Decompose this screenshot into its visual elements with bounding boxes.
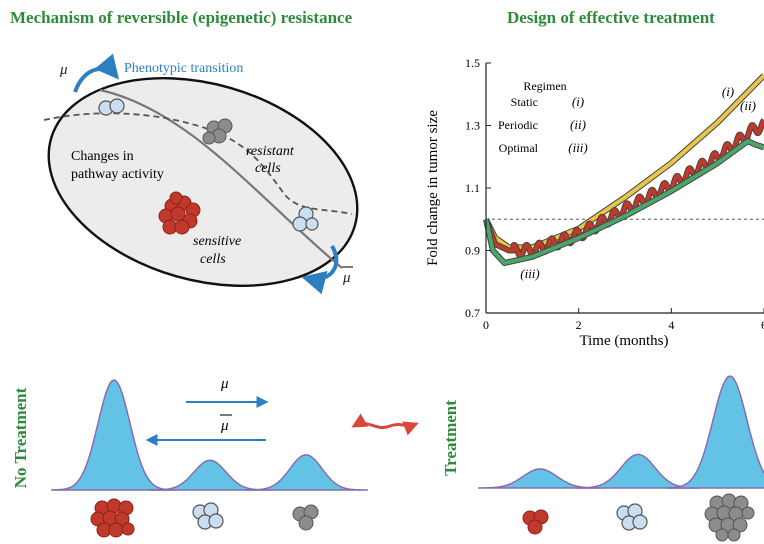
- legend-name-static: Static: [511, 95, 538, 109]
- transitional-cells-bottom-icon: [292, 206, 319, 232]
- treated-resistant-distribution: [667, 375, 764, 489]
- curve-tag-2: (iii): [520, 266, 540, 281]
- pathway-activity-label-line1: Changes in: [71, 149, 134, 164]
- population-distributions: No Treatment Treatment μ μ: [11, 375, 764, 542]
- sensitive-cluster-icon-treated: [522, 509, 549, 535]
- untreated-sensitive-distribution: [51, 379, 177, 491]
- x-tick-label: 2: [576, 318, 582, 332]
- resistant-cluster-icon-treated: [704, 493, 755, 542]
- sensitive-cluster-icon-untreated: [90, 498, 135, 538]
- mechanism-title: Mechanism of reversible (epigenetic) res…: [10, 8, 353, 27]
- untreated-resistant-distribution: [244, 454, 368, 491]
- mu-bar-symbol: μ: [342, 270, 351, 286]
- phenotypic-transition-arrow: [73, 53, 120, 93]
- no-treatment-label: No Treatment: [11, 387, 30, 488]
- treatment-switch-arrow: [351, 413, 419, 436]
- untreated-transitional-distribution: [148, 459, 272, 491]
- x-tick-label: 6: [761, 318, 764, 332]
- y-tick-label: 1.1: [465, 181, 480, 195]
- transitional-cluster-icon-untreated: [192, 502, 224, 530]
- mu-symbol: μ: [59, 62, 68, 78]
- legend-tag-periodic: (ii): [570, 117, 586, 132]
- resistant-cells-label-line1: resistant: [246, 144, 295, 159]
- tumor-size-chart: (i) (ii) (iii) 0.7 0.9 1.1 1.3 1.5 0 2 4 6 Time (m…: [425, 56, 764, 349]
- curve-tag-0: (i): [722, 84, 734, 99]
- forward-mu-label: μ: [220, 376, 229, 392]
- treated-transitional-distribution: [575, 453, 701, 489]
- treatment-design-title: Design of effective treatment: [507, 8, 715, 27]
- x-tick-label: 0: [483, 318, 489, 332]
- resistant-cluster-icon-untreated: [292, 504, 319, 531]
- legend-tag-static: (i): [572, 94, 584, 109]
- y-tick-label: 1.3: [465, 119, 480, 133]
- x-tick-label: 4: [668, 318, 674, 332]
- x-axis-label: Time (months): [579, 333, 668, 349]
- resistant-cells-icon: [202, 118, 233, 145]
- treatment-label: Treatment: [441, 400, 460, 476]
- reverse-transition-arrow: [301, 244, 339, 295]
- curve-tag-1: (ii): [740, 98, 756, 113]
- mechanism-diagram: μ Phenotypic transition μ Changes in pat…: [43, 53, 359, 295]
- y-tick-label: 0.7: [465, 306, 480, 320]
- pathway-activity-label-line2: pathway activity: [71, 167, 164, 182]
- treated-sensitive-distribution: [478, 468, 602, 489]
- resistant-cells-label-line2: cells: [255, 161, 281, 176]
- phenotypic-transition-label: Phenotypic transition: [124, 61, 243, 76]
- legend: Static (i) Periodic (ii) Optimal (iii): [498, 94, 588, 155]
- transitional-cells-top-icon: [98, 98, 125, 116]
- phenotype-state-ellipse: [47, 77, 359, 287]
- y-axis-label: Fold change in tumor size: [425, 110, 441, 266]
- reverse-mu-bar-label: μ: [220, 418, 229, 434]
- phenotype-boundary-line: [99, 88, 343, 269]
- legend-name-periodic: Periodic: [498, 118, 538, 132]
- legend-title: Regimen: [523, 79, 566, 93]
- legend-tag-optimal: (iii): [568, 140, 588, 155]
- transitional-cluster-icon-treated: [616, 503, 648, 531]
- sensitive-cells-icon: [158, 191, 201, 235]
- y-tick-label: 0.9: [465, 244, 480, 258]
- sensitive-cells-label-line2: cells: [200, 252, 226, 267]
- y-tick-label: 1.5: [465, 56, 480, 70]
- series-line-optimal: [484, 139, 764, 265]
- legend-name-optimal: Optimal: [499, 141, 539, 155]
- sensitive-cells-label-line1: sensitive: [193, 234, 241, 249]
